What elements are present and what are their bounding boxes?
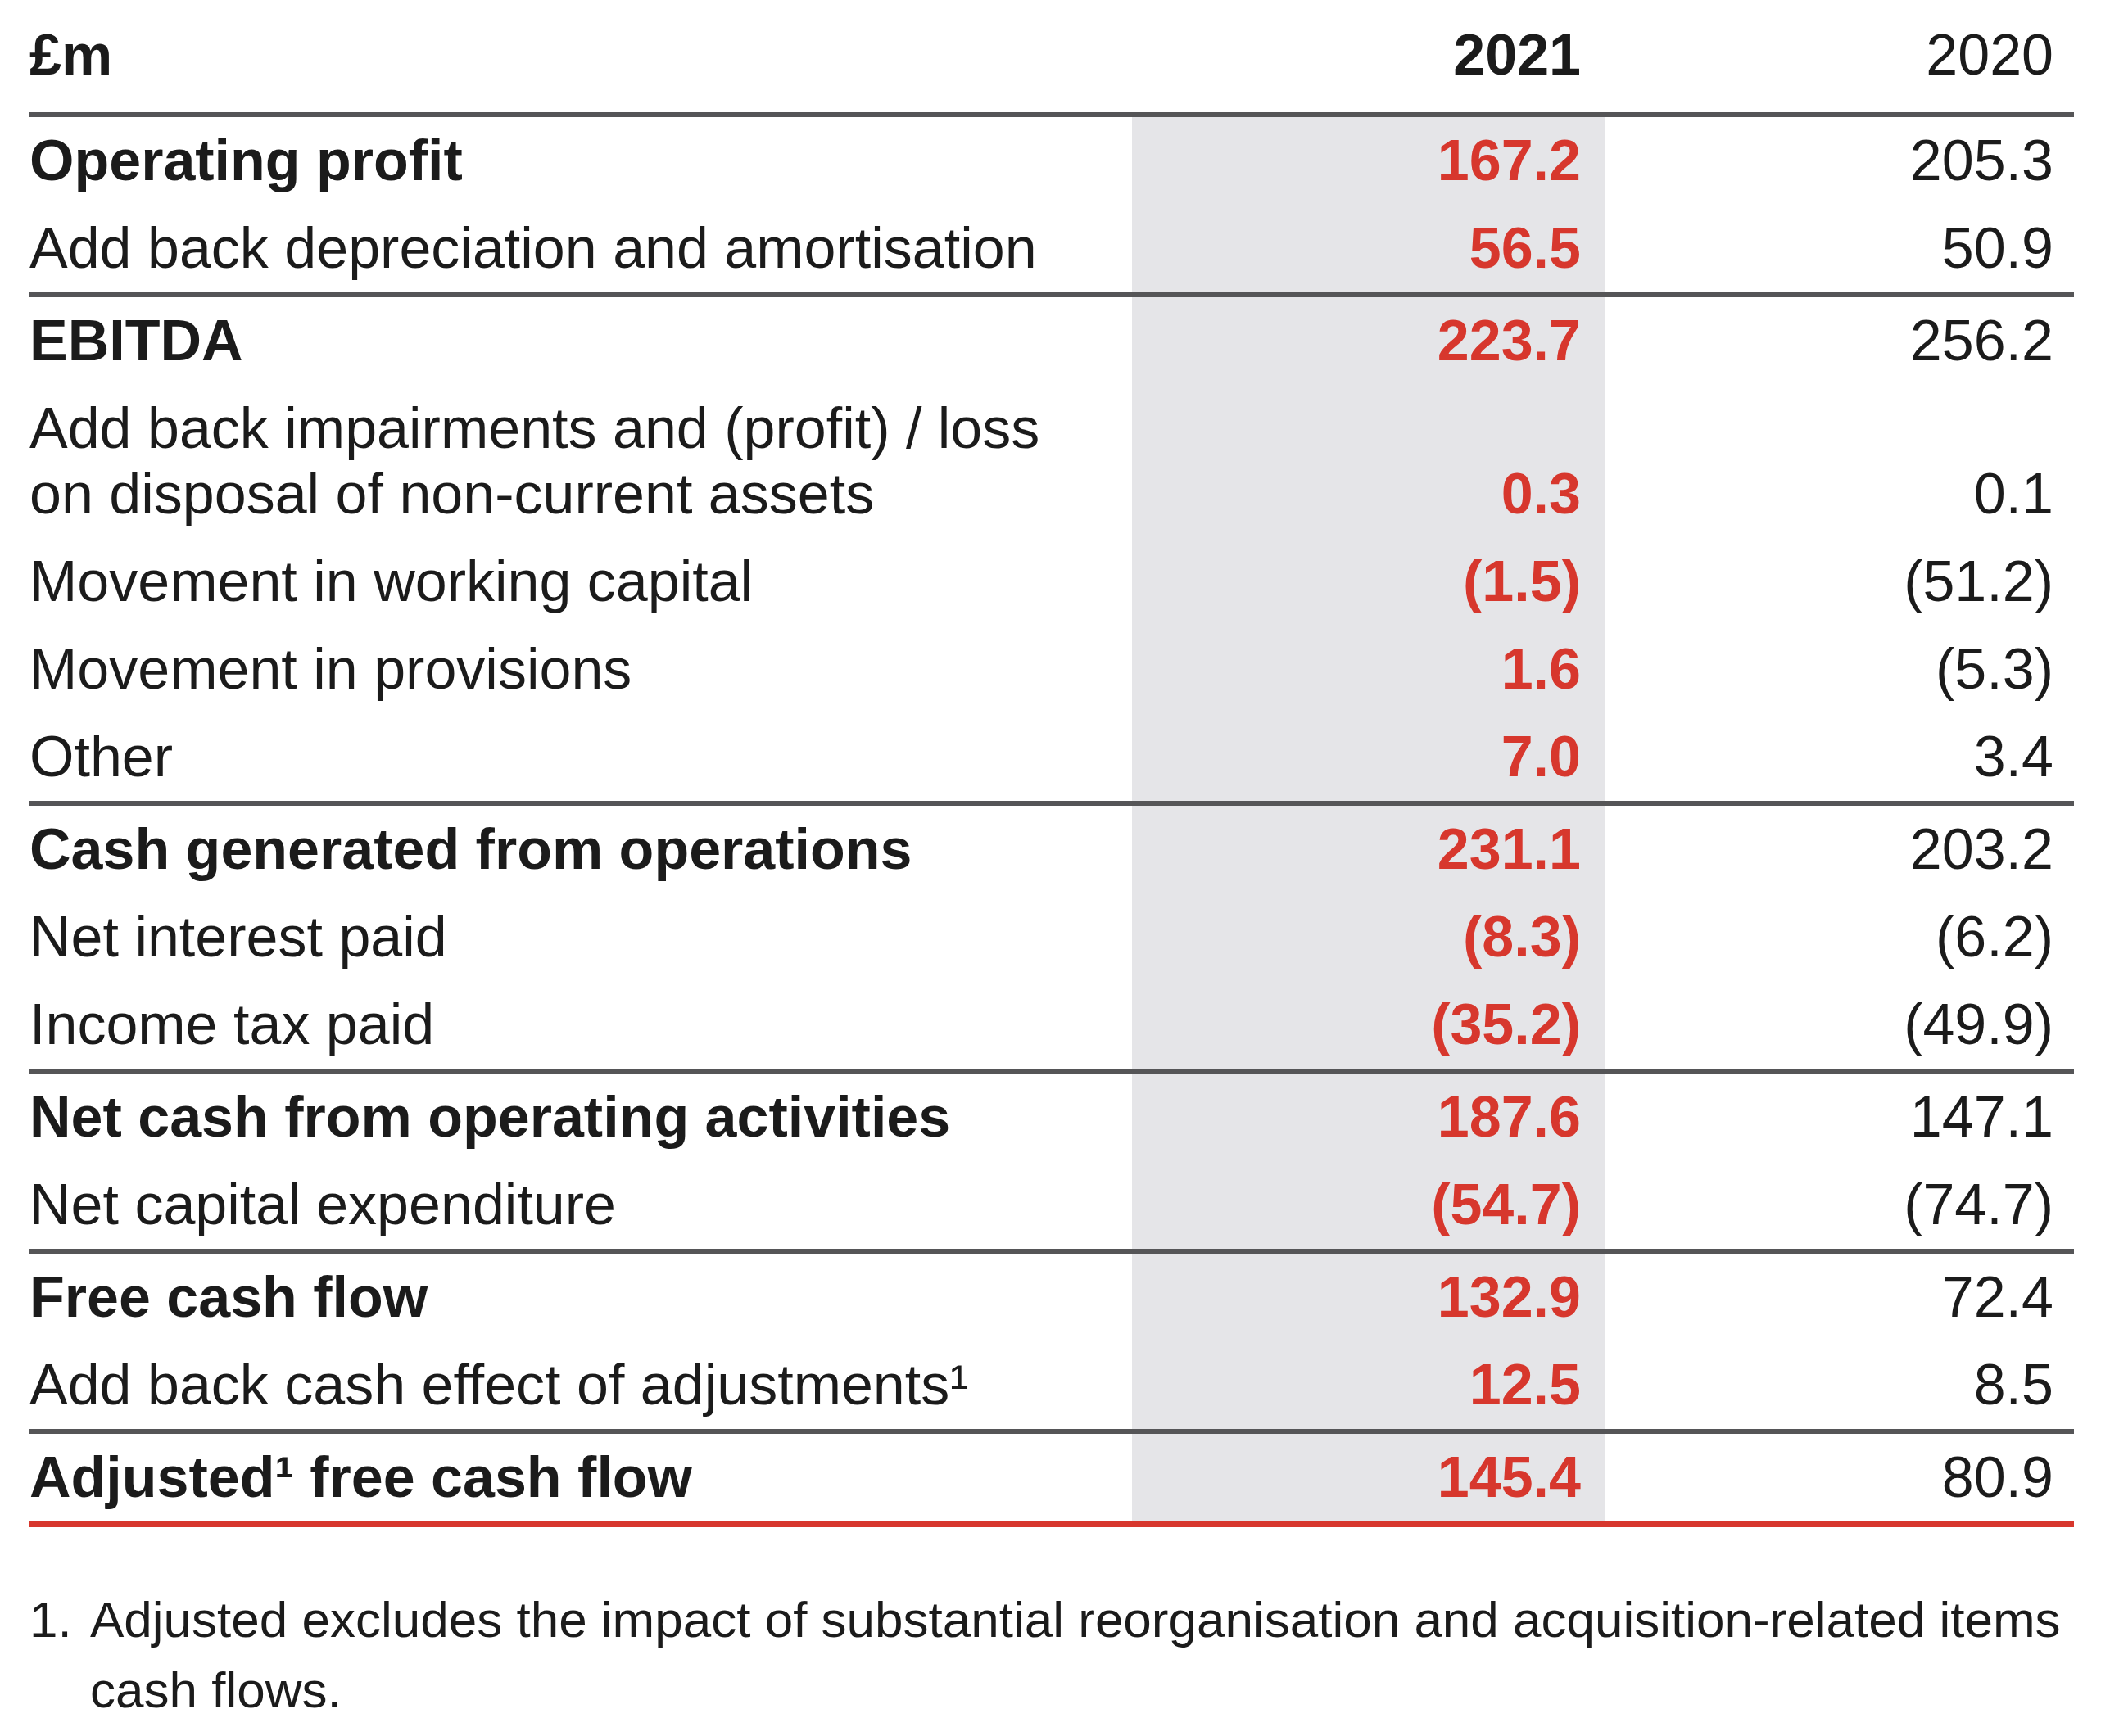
value-2020: 8.5 [1605, 1352, 2074, 1417]
value-2020: (5.3) [1605, 636, 2074, 702]
row-label: Other [29, 724, 1132, 789]
value-2021: 1.6 [1132, 636, 1605, 702]
value-2021: 187.6 [1132, 1084, 1605, 1150]
value-2020: 256.2 [1605, 308, 2074, 373]
value-2021: 56.5 [1132, 215, 1605, 281]
value-2021: (1.5) [1132, 549, 1605, 614]
table-row: Other 7.0 3.4 [29, 713, 2074, 801]
row-label: Free cash flow [29, 1264, 1132, 1330]
value-2021: 145.4 [1132, 1444, 1605, 1510]
value-2021: 231.1 [1132, 816, 1605, 882]
table-header-row: £m 2021 2020 [29, 0, 2074, 117]
row-label: Income tax paid [29, 992, 1132, 1057]
value-2021: 167.2 [1132, 128, 1605, 193]
footnote-marker: 1. [29, 1585, 90, 1725]
table-row: Free cash flow 132.9 72.4 [29, 1249, 2074, 1341]
table-row: Net interest paid (8.3) (6.2) [29, 893, 2074, 981]
row-label: Adjusted¹ free cash flow [29, 1444, 1132, 1510]
value-2020: 3.4 [1605, 724, 2074, 789]
value-2021: 223.7 [1132, 308, 1605, 373]
column-header-2021: 2021 [1132, 22, 1605, 88]
footnote-text: Adjusted excludes the impact of substant… [90, 1585, 2061, 1725]
table-row: Add back cash effect of adjustments¹ 12.… [29, 1341, 2074, 1429]
unit-label: £m [29, 22, 1132, 88]
value-2020: 80.9 [1605, 1444, 2074, 1510]
value-2020: 205.3 [1605, 128, 2074, 193]
table-row: Cash generated from operations 231.1 203… [29, 801, 2074, 893]
value-2020: 72.4 [1605, 1264, 2074, 1330]
value-2021: 0.3 [1132, 461, 1605, 527]
value-2021: 12.5 [1132, 1352, 1605, 1417]
value-2021: (54.7) [1132, 1172, 1605, 1237]
row-label: Add back depreciation and amortisation [29, 215, 1132, 281]
value-2020: 203.2 [1605, 816, 2074, 882]
table-row: Net cash from operating activities 187.6… [29, 1069, 2074, 1161]
value-2020: 147.1 [1605, 1084, 2074, 1150]
value-2021: 7.0 [1132, 724, 1605, 789]
row-label: Net cash from operating activities [29, 1084, 1132, 1150]
value-2020: (6.2) [1605, 904, 2074, 970]
table-row: EBITDA 223.7 256.2 [29, 292, 2074, 385]
cash-flow-summary-sheet: £m 2021 2020 Operating profit 167.2 205.… [0, 0, 2110, 1736]
value-2020: (51.2) [1605, 549, 2074, 614]
value-2020: 50.9 [1605, 215, 2074, 281]
value-2020: (49.9) [1605, 992, 2074, 1057]
cash-flow-table: £m 2021 2020 Operating profit 167.2 205.… [0, 0, 2110, 1527]
footnote: 1. Adjusted excludes the impact of subst… [0, 1585, 2110, 1725]
table-row: Add back depreciation and amortisation 5… [29, 205, 2074, 292]
row-label: Operating profit [29, 128, 1132, 193]
row-label: Add back impairments and (profit) / loss… [29, 396, 1132, 527]
column-header-2020: 2020 [1605, 22, 2074, 88]
row-label: Movement in working capital [29, 549, 1132, 614]
table-row: Income tax paid (35.2) (49.9) [29, 981, 2074, 1069]
value-2020: (74.7) [1605, 1172, 2074, 1237]
table-row: Movement in working capital (1.5) (51.2) [29, 538, 2074, 626]
table-row: Movement in provisions 1.6 (5.3) [29, 626, 2074, 713]
table-row: Add back impairments and (profit) / loss… [29, 385, 2074, 538]
row-label: Net interest paid [29, 904, 1132, 970]
row-label: EBITDA [29, 308, 1132, 373]
row-label: Cash generated from operations [29, 816, 1132, 882]
table-row: Operating profit 167.2 205.3 [29, 117, 2074, 205]
value-2021: (35.2) [1132, 992, 1605, 1057]
row-label: Movement in provisions [29, 636, 1132, 702]
value-2021: 132.9 [1132, 1264, 1605, 1330]
table-row: Adjusted¹ free cash flow 145.4 80.9 [29, 1429, 2074, 1527]
value-2020: 0.1 [1605, 461, 2074, 527]
row-label: Net capital expenditure [29, 1172, 1132, 1237]
row-label: Add back cash effect of adjustments¹ [29, 1352, 1132, 1417]
value-2021: (8.3) [1132, 904, 1605, 970]
table-row: Net capital expenditure (54.7) (74.7) [29, 1161, 2074, 1249]
